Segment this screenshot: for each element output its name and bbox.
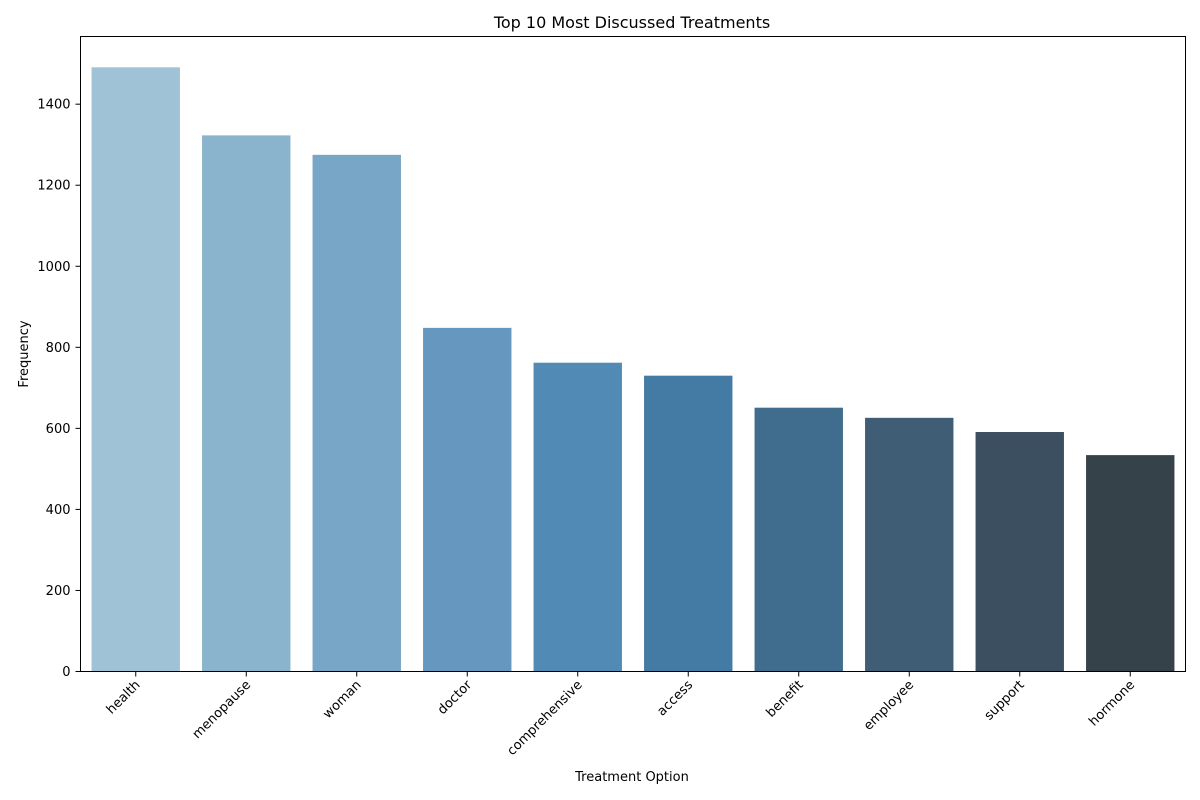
y-tick-label: 1200 (37, 179, 70, 194)
chart-title: Top 10 Most Discussed Treatments (493, 13, 770, 32)
x-tick-label: hormone (1086, 678, 1138, 730)
bar-doctor (423, 327, 512, 672)
bars-group (91, 67, 1175, 672)
bar-health (91, 67, 180, 672)
y-tick-label: 400 (46, 503, 71, 518)
y-axis: 0 200 400 600 800 1000 1200 1400 (37, 98, 81, 680)
y-tick-label: 0 (62, 665, 70, 680)
bar-comprehensive (533, 362, 622, 672)
bar-access (644, 375, 733, 672)
plot-frame (80, 36, 1186, 672)
x-tick-label: access (654, 678, 696, 720)
x-axis: health menopause woman doctor comprehensive a… (104, 671, 1138, 759)
x-tick-label: employee (861, 678, 917, 734)
x-tick-label: menopause (190, 678, 254, 742)
y-axis-label: Frequency (17, 320, 32, 387)
bar-benefit (754, 407, 843, 672)
y-tick-label: 800 (46, 341, 71, 356)
y-tick-label: 1400 (37, 98, 70, 113)
bar-woman (312, 154, 401, 672)
bar-hormone (1086, 455, 1175, 672)
bar-employee (865, 417, 954, 672)
x-tick-label: woman (320, 678, 364, 722)
y-tick-label: 600 (46, 422, 71, 437)
x-tick-label: doctor (435, 677, 476, 718)
y-tick-label: 200 (46, 584, 71, 599)
y-tick-label: 1000 (37, 260, 70, 275)
x-tick-label: comprehensive (505, 678, 586, 759)
x-tick-label: health (104, 678, 144, 718)
bar-menopause (202, 135, 291, 672)
x-axis-label: Treatment Option (574, 770, 689, 785)
x-tick-label: benefit (764, 678, 807, 721)
bar-support (975, 432, 1064, 672)
x-tick-label: support (982, 678, 1028, 724)
